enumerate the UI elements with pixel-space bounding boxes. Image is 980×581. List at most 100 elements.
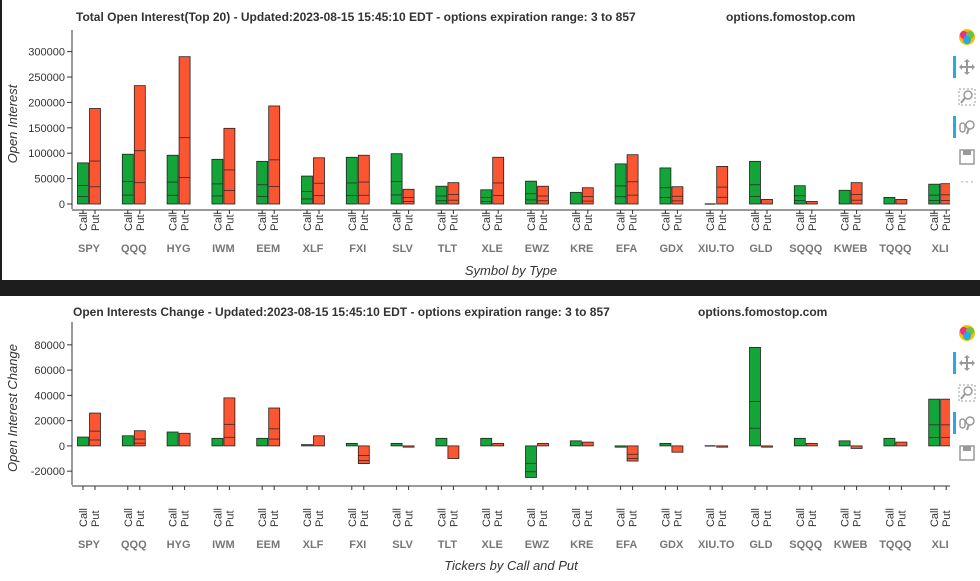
- x-category-label: EWZ: [525, 539, 550, 551]
- x-subcategory-label: Put: [628, 214, 640, 231]
- chart-title: Total Open Interest(Top 20) - Updated:20…: [76, 10, 636, 24]
- x-category-label: TQQQ: [879, 243, 912, 255]
- x-category-label: XLF: [303, 243, 324, 255]
- x-subcategory-label: Call: [257, 508, 269, 527]
- x-category-label: FXI: [349, 539, 366, 551]
- put-bar-kweb: [850, 445, 863, 449]
- x-subcategory-label: Call: [840, 212, 852, 231]
- y-tick-label: 100000: [28, 148, 65, 160]
- y-tick-label: -20000: [31, 466, 65, 478]
- x-subcategory-label: Call: [123, 212, 135, 231]
- x-category-label: XLI: [932, 539, 949, 551]
- x-category-label: SLV: [392, 243, 413, 255]
- x-category-label: KWEB: [834, 539, 868, 551]
- chart-source: options.fomostop.com: [698, 305, 827, 319]
- x-subcategory-label: Call: [526, 212, 538, 231]
- wheel-zoom-icon[interactable]: [953, 116, 978, 138]
- call-bar-gdx: [659, 167, 672, 205]
- x-category-label: IWM: [212, 243, 235, 255]
- call-bar-kre: [569, 440, 582, 447]
- x-category-label: FXI: [349, 243, 366, 255]
- put-bar-hyg: [178, 56, 191, 205]
- bokeh-logo-icon[interactable]: [956, 322, 978, 344]
- wheel-zoom-icon[interactable]: [953, 412, 978, 434]
- call-bar-iwm: [211, 158, 224, 205]
- x-category-label: GLD: [749, 539, 772, 551]
- put-bar-xiu.to: [716, 166, 729, 205]
- x-subcategory-label: Call: [436, 212, 448, 231]
- panel-divider: [0, 280, 980, 296]
- save-icon[interactable]: [956, 146, 978, 168]
- x-category-label: HYG: [167, 539, 191, 551]
- x-subcategory-label: Put: [359, 510, 371, 527]
- y-tick-label: 0: [59, 441, 65, 453]
- open-interest-change-panel: Open Interests Change - Updated:2023-08-…: [0, 296, 980, 576]
- put-bar-efa: [626, 445, 639, 462]
- y-tick-label: 200000: [28, 97, 65, 109]
- x-category-label: SPY: [78, 539, 101, 551]
- call-bar-kweb: [838, 189, 851, 205]
- x-subcategory-label: Call: [78, 212, 90, 231]
- put-bar-slv: [402, 188, 415, 205]
- call-bar-qqq: [121, 153, 134, 205]
- call-bar-efa: [614, 163, 627, 205]
- pan-icon[interactable]: [953, 352, 978, 374]
- call-bar-gld: [749, 346, 761, 447]
- x-subcategory-label: Put: [448, 214, 460, 231]
- call-bar-hyg: [166, 154, 179, 205]
- put-bar-eem: [268, 105, 281, 205]
- put-bar-fxi: [357, 445, 370, 464]
- call-bar-eem: [256, 160, 269, 205]
- y-tick-label: 300000: [28, 47, 65, 59]
- chart-title: Open Interests Change - Updated:2023-08-…: [73, 305, 610, 319]
- call-bar-xlf: [301, 444, 313, 447]
- panel-border: [0, 0, 2, 280]
- call-bar-tqqq: [883, 437, 896, 447]
- put-bar-gdx: [671, 445, 684, 453]
- put-bar-kweb: [850, 182, 863, 205]
- x-subcategory-label: Put: [672, 510, 684, 527]
- call-bar-hyg: [166, 431, 179, 447]
- pan-icon[interactable]: [953, 56, 978, 78]
- save-icon[interactable]: [956, 442, 978, 464]
- box-zoom-icon[interactable]: [956, 382, 978, 404]
- y-tick-label: 40000: [34, 390, 65, 402]
- x-subcategory-label: Put: [269, 214, 281, 231]
- x-subcategory-label: Call: [347, 212, 359, 231]
- x-subcategory-label: Call: [123, 508, 135, 527]
- x-subcategory-label: Put: [314, 214, 326, 231]
- call-bar-fxi: [345, 442, 358, 447]
- x-subcategory-label: Call: [302, 508, 314, 527]
- bokeh-logo-icon[interactable]: [956, 26, 978, 48]
- put-bar-efa: [626, 154, 639, 205]
- x-subcategory-label: Call: [347, 508, 359, 527]
- x-category-label: EFA: [616, 243, 637, 255]
- put-bar-tlt: [447, 182, 460, 205]
- call-bar-slv: [390, 153, 403, 205]
- box-zoom-icon[interactable]: [956, 86, 978, 108]
- put-bar-xlf: [313, 435, 325, 447]
- y-tick-label: 20000: [34, 416, 65, 428]
- call-bar-eem: [256, 437, 269, 447]
- call-bar-tlt: [435, 437, 448, 447]
- put-bar-gdx: [671, 186, 684, 205]
- put-bar-tqqq: [895, 441, 908, 447]
- x-category-label: KWEB: [834, 243, 868, 255]
- y-tick-label: 80000: [34, 340, 65, 352]
- x-subcategory-label: Put: [807, 214, 819, 231]
- x-category-label: TLT: [438, 243, 458, 255]
- more-tools-icon[interactable]: ···: [960, 174, 975, 188]
- x-axis-label: Symbol by Type: [465, 263, 557, 278]
- put-bar-qqq: [133, 85, 146, 205]
- x-subcategory-label: Put: [538, 510, 550, 527]
- x-category-label: IWM: [212, 539, 235, 551]
- x-subcategory-label: Call: [884, 212, 896, 231]
- put-bar-spy: [89, 108, 101, 205]
- call-bar-xlf: [301, 175, 313, 205]
- put-bar-ewz: [537, 185, 549, 205]
- call-bar-iwm: [211, 437, 224, 447]
- x-subcategory-label: Put: [448, 510, 460, 527]
- call-bar-sqqq: [793, 185, 806, 205]
- x-subcategory-label: Call: [750, 508, 762, 527]
- x-subcategory-label: Put: [852, 510, 864, 527]
